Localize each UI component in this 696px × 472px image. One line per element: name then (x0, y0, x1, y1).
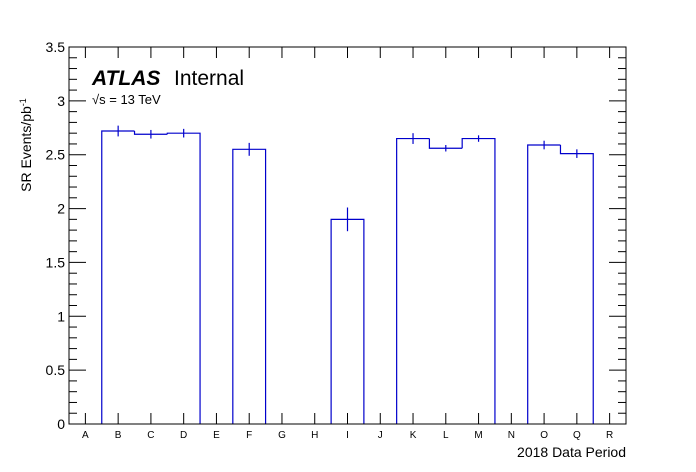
x-tick-label: C (147, 430, 154, 441)
histogram-bar-M (461, 137, 496, 424)
x-tick-label: L (443, 430, 449, 441)
x-tick-label: D (180, 430, 187, 441)
x-tick-label: J (378, 430, 383, 441)
histogram-bar-Q (559, 145, 594, 424)
y-tick-label: 0 (57, 416, 65, 432)
y-axis-title: SR Events/pb-1 (18, 98, 34, 192)
x-axis-title: 2018 Data Period (517, 444, 626, 460)
y-tick-label: 2 (57, 201, 65, 217)
y-tick-label: 0.5 (46, 362, 66, 378)
x-tick-label: A (82, 430, 89, 441)
x-tick-label: N (508, 430, 515, 441)
y-tick-label: 3.5 (46, 39, 66, 55)
x-tick-label: R (606, 430, 613, 441)
x-tick-label: I (346, 430, 349, 441)
x-tick-label: Q (573, 430, 581, 441)
y-tick-label: 1.5 (46, 254, 66, 270)
y-axis-title-main: SR Events/pb (18, 106, 34, 192)
axis-ticks (69, 46, 626, 425)
histogram-bar-F (232, 148, 267, 424)
histogram-bars (101, 130, 594, 424)
x-tick-label: B (115, 430, 122, 441)
histogram-bar-B (101, 130, 135, 424)
y-axis-title-superscript: -1 (18, 98, 28, 106)
x-tick-label: M (474, 430, 482, 441)
energy-label: √s = 13 TeV (92, 92, 161, 107)
plot-frame (68, 46, 627, 425)
y-tick-label: 2.5 (46, 147, 66, 163)
histogram-bar-L (428, 138, 463, 149)
tick-labels: 0 0.5 1 1.5 2 2.5 3 3.5 A B C D E F G H I J K L M N O Q R (46, 39, 614, 441)
y-tick-label: 3 (57, 93, 65, 109)
x-tick-label: F (246, 430, 252, 441)
x-tick-label: K (410, 430, 417, 441)
x-tick-label: H (311, 430, 318, 441)
y-tick-label: 1 (57, 308, 65, 324)
internal-label: Internal (174, 67, 244, 90)
histogram-bar-D (166, 132, 201, 424)
histogram-bar-I (330, 218, 365, 424)
histogram-bar-C (133, 131, 168, 135)
x-tick-label: E (213, 430, 220, 441)
histogram-bar-K (396, 137, 430, 424)
x-tick-label: G (278, 430, 286, 441)
x-tick-label: O (540, 430, 548, 441)
histogram-bar-O (527, 144, 561, 424)
error-bars (117, 125, 578, 232)
atlas-label: ATLAS (91, 67, 160, 90)
